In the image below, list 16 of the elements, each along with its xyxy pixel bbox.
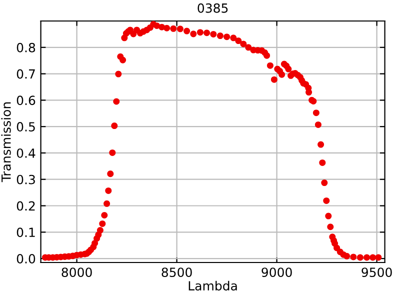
y-tick-label: 0.4 (16, 148, 36, 158)
y-tick-label: 0.1 (16, 228, 35, 238)
x-axis-title: Lambda (188, 280, 237, 291)
x-tick-label: 8500 (162, 268, 192, 278)
y-tick-label: 0.2 (16, 201, 35, 211)
y-tick-label: 0.0 (16, 254, 36, 264)
x-tick-label: 8000 (62, 268, 92, 278)
x-tick-label: 9000 (262, 268, 292, 278)
y-tick-label: 0.8 (16, 42, 36, 52)
y-tick-label: 0.6 (16, 96, 36, 106)
y-tick-label: 0.5 (16, 122, 35, 132)
y-tick-label: 0.3 (16, 174, 35, 184)
y-axis-title: Transmission (1, 102, 11, 182)
chart-title: 0385 (198, 3, 228, 13)
x-tick-label: 9500 (362, 268, 392, 278)
y-tick-label: 0.7 (16, 69, 35, 79)
